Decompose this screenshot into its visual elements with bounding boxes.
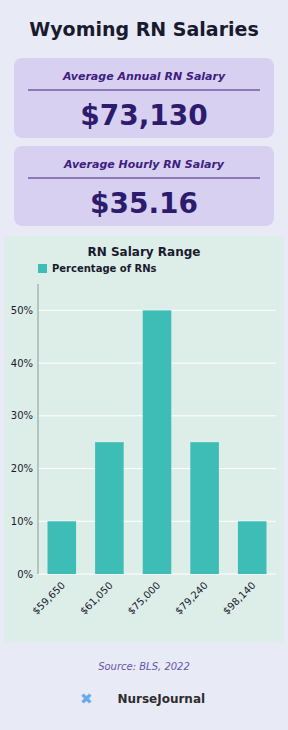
stat-label: Average Hourly RN Salary	[63, 158, 225, 171]
legend-label: Percentage of RNs	[52, 263, 157, 274]
x-tick-label: $79,240	[173, 580, 210, 617]
y-tick-label: 20%	[11, 463, 33, 474]
bar	[95, 442, 124, 574]
bars	[48, 310, 267, 574]
bar	[190, 442, 219, 574]
x-tick-label: $61,050	[78, 580, 115, 617]
logo-mark: ✖	[80, 690, 93, 708]
y-tick-label: 0%	[17, 569, 33, 580]
bar	[143, 310, 172, 574]
stat-box-bg	[14, 146, 274, 226]
y-tick-label: 40%	[11, 358, 33, 369]
chart-bg	[4, 236, 284, 642]
stat-box-bg	[14, 58, 274, 138]
source: Source: BLS, 2022	[98, 661, 190, 672]
bar	[48, 521, 77, 574]
y-tick-label: 50%	[11, 305, 33, 316]
x-tick-label: $75,000	[125, 580, 162, 617]
stat-value: $73,130	[80, 99, 208, 132]
background	[0, 0, 288, 730]
stat-box: Average Hourly RN Salary $35.16	[14, 146, 274, 226]
x-tick-label: $59,650	[30, 580, 67, 617]
stat-value: $35.16	[90, 187, 198, 220]
legend-swatch	[38, 264, 47, 273]
y-axis-line	[38, 284, 39, 574]
y-tick-label: 10%	[11, 516, 33, 527]
bar	[238, 521, 267, 574]
infographic: Wyoming RN Salaries Average Annual RN Sal…	[0, 0, 288, 730]
stat-divider	[28, 178, 260, 179]
logo-text: NurseJournal	[117, 692, 205, 706]
x-tick-label: $98,140	[221, 580, 258, 617]
page: Wyoming RN Salaries Average Annual RN Sal…	[0, 0, 288, 730]
legend: Percentage of RNs	[38, 263, 157, 274]
stat-label: Average Annual RN Salary	[62, 70, 226, 83]
stat-divider	[28, 90, 260, 91]
title: Wyoming RN Salaries	[29, 18, 259, 40]
chart: RN Salary Range Percentage of RNs 0% 10% 20%…	[4, 236, 284, 642]
stat-box: Average Annual RN Salary $73,130	[14, 58, 274, 138]
chart-title: RN Salary Range	[88, 245, 201, 259]
y-tick-label: 30%	[11, 410, 33, 421]
